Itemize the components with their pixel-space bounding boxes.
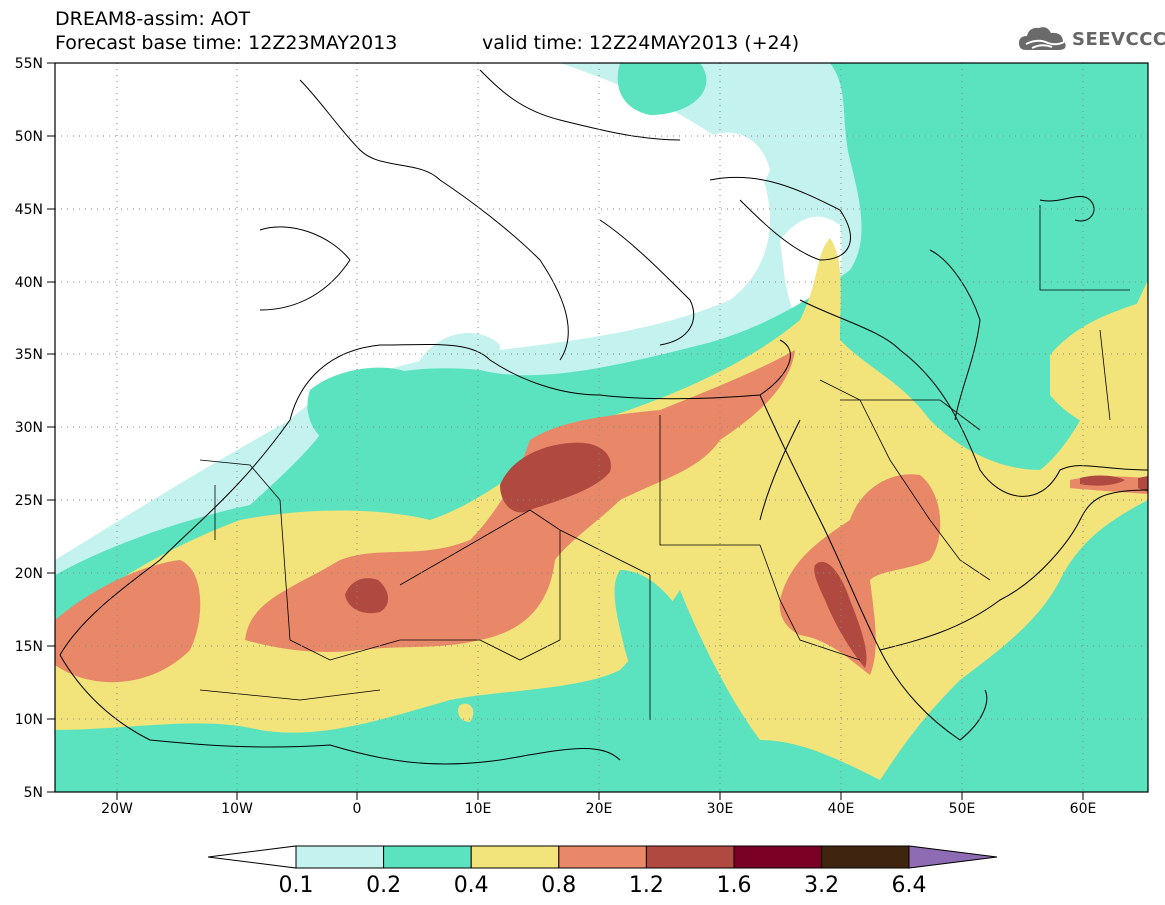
- aot-level-12: [1138, 476, 1148, 492]
- colorbar-segment: [383, 845, 472, 869]
- aot-level-08: [779, 474, 941, 675]
- aot-level-04: [458, 703, 474, 722]
- cloud-logo-icon: [1019, 27, 1066, 50]
- colorbar-segment: [470, 845, 560, 869]
- colorbar-label: 6.4: [892, 873, 927, 898]
- map-title: DREAM8-assim: AOT: [55, 8, 251, 30]
- lon-label: 20E: [586, 801, 613, 817]
- colorbar-segment: [558, 845, 647, 869]
- lat-label: 25N: [15, 493, 43, 509]
- logo-text: SEEVCCC: [1072, 28, 1165, 50]
- lat-label: 55N: [15, 56, 43, 72]
- colorbar-label: 0.1: [279, 873, 314, 898]
- lat-label: 20N: [15, 566, 43, 582]
- forecast-base-time: Forecast base time: 12Z23MAY2013: [55, 32, 398, 54]
- colorbar-segment: [645, 845, 735, 869]
- valid-time: valid time: 12Z24MAY2013 (+24): [482, 32, 800, 54]
- coastlines: [59, 69, 1148, 765]
- colorbar-label: 0.4: [454, 873, 489, 898]
- aot-hole: [689, 132, 770, 199]
- axis-ticks: [47, 62, 1084, 800]
- aot-level-02: [307, 367, 422, 455]
- colorbar-label: 1.2: [629, 873, 664, 898]
- lat-label: 40N: [15, 275, 43, 291]
- aot-level-12: [814, 561, 867, 668]
- colorbar: 0.1 0.2 0.4 0.8 1.2 1.6 3.2 6.4: [207, 845, 998, 898]
- lat-label: 30N: [15, 420, 43, 436]
- aot-level-02: [617, 63, 707, 115]
- aot-level-02: [614, 570, 760, 780]
- lon-label: 0: [353, 801, 362, 817]
- colorbar-label: 0.8: [541, 873, 576, 898]
- colorbar-label: 3.2: [804, 873, 839, 898]
- lon-label: 50E: [949, 801, 976, 817]
- colorbar-under-triangle: [207, 845, 297, 869]
- graticule: [55, 63, 1148, 792]
- lat-label: 5N: [24, 785, 43, 801]
- lon-label: 60E: [1070, 801, 1097, 817]
- colorbar-segment: [295, 845, 385, 869]
- lon-label: 10W: [221, 801, 253, 817]
- lat-label: 15N: [15, 639, 43, 655]
- lat-label: 50N: [15, 129, 43, 145]
- aot-level-04: [1050, 300, 1148, 440]
- colorbar-label: 1.6: [717, 873, 752, 898]
- aot-level-12: [500, 442, 611, 513]
- aot-level-12: [345, 578, 389, 614]
- lat-labels: 55N 50N 45N 40N 35N 30N 25N 20N 15N 10N …: [15, 56, 43, 801]
- lon-labels: 20W 10W 0 10E 20E 30E 40E 50E 60E: [101, 801, 1096, 817]
- aot-level-02: [900, 165, 924, 185]
- country-borders: [199, 205, 1130, 720]
- lon-label: 10E: [465, 801, 492, 817]
- colorbar-segment: [821, 845, 910, 869]
- lon-label: 20W: [101, 801, 133, 817]
- aot-level-12: [1080, 475, 1125, 486]
- seevccc-logo: SEEVCCC: [1018, 24, 1165, 54]
- colorbar-label: 0.2: [366, 873, 401, 898]
- lon-label: 40E: [828, 801, 855, 817]
- lat-label: 10N: [15, 712, 43, 728]
- colorbar-segment: [733, 845, 823, 869]
- lon-label: 30E: [707, 801, 734, 817]
- aot-level-02: [982, 205, 1148, 320]
- colorbar-over-triangle: [908, 845, 998, 869]
- aot-level-08: [55, 560, 201, 683]
- lat-label: 45N: [15, 202, 43, 218]
- lat-label: 35N: [15, 347, 43, 363]
